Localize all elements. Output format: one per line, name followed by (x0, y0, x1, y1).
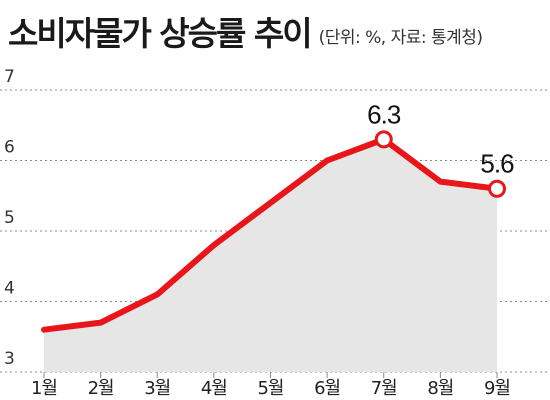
y-tick-label: 6 (4, 138, 15, 158)
data-point-marker (374, 130, 393, 149)
y-tick-label: 7 (4, 67, 15, 87)
x-tick-label: 1월 (31, 378, 57, 399)
data-markers (374, 130, 506, 198)
y-tick-label: 4 (4, 279, 15, 299)
x-axis-ticks: 1월 2월 3월 4월 5월 6월 7월 8월 9월 (31, 378, 511, 399)
data-labels: 6.3 5.6 (367, 99, 515, 179)
x-tick-label: 4월 (201, 378, 227, 399)
y-tick-label: 3 (4, 349, 15, 369)
x-tick-label: 3월 (144, 378, 170, 399)
chart-header: 소비자물가 상승률 추이 (단위: %, 자료: 통계청) (8, 6, 483, 50)
chart-subtitle: (단위: %, 자료: 통계청) (318, 28, 483, 48)
data-label: 6.3 (367, 99, 401, 129)
area-under-line (44, 139, 497, 372)
area-fill (44, 139, 497, 372)
chart-title: 소비자물가 상승률 추이 (8, 14, 313, 53)
x-tick-label: 9월 (484, 378, 510, 399)
data-label: 5.6 (480, 149, 514, 179)
series-line (41, 136, 500, 333)
x-tick-label: 5월 (257, 378, 283, 399)
x-tick-label: 6월 (314, 378, 340, 399)
x-tick-label: 7월 (371, 378, 397, 399)
x-tick-label: 2월 (88, 378, 114, 399)
data-point-marker (488, 179, 506, 198)
y-tick-label: 5 (4, 208, 15, 228)
y-axis-ticks: 3 4 5 6 7 (4, 67, 15, 369)
x-tick-label: 8월 (427, 378, 453, 399)
series-polyline (41, 136, 500, 333)
